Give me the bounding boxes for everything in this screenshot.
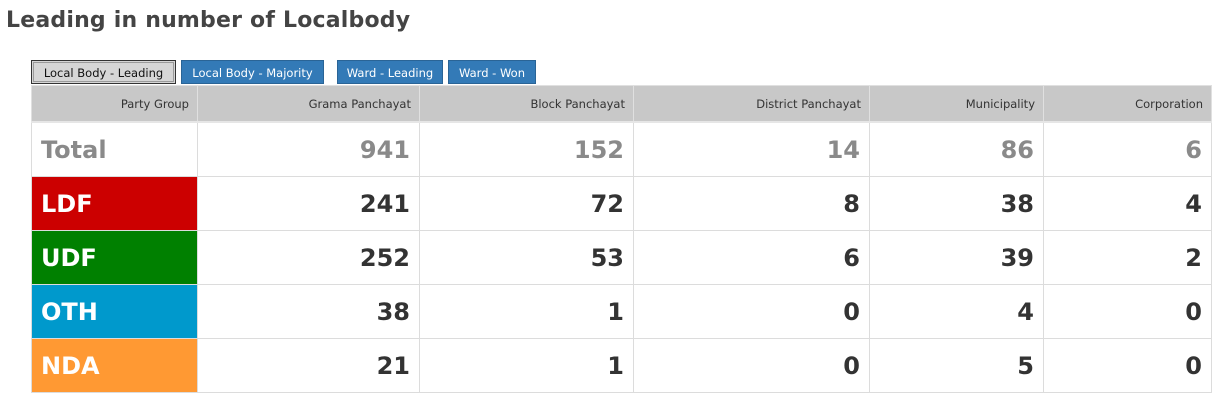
cell-corporation: 0 [1043, 338, 1212, 393]
cell-district-panchayat: 6 [633, 230, 870, 285]
table-row-nda: NDA 21 1 0 5 0 [31, 338, 1212, 393]
page-title: Leading in number of Localbody [6, 8, 411, 33]
party-cell-udf: UDF [31, 230, 198, 285]
table-header-row: Party Group Grama Panchayat Block Pancha… [31, 85, 1212, 123]
header-block-panchayat: Block Panchayat [419, 85, 634, 123]
tab-local-body-majority[interactable]: Local Body - Majority [181, 60, 324, 84]
cell-corporation: 6 [1043, 121, 1212, 177]
cell-block-panchayat: 1 [419, 338, 634, 393]
cell-block-panchayat: 1 [419, 284, 634, 339]
table-row-oth: OTH 38 1 0 4 0 [31, 284, 1212, 339]
cell-corporation: 0 [1043, 284, 1212, 339]
cell-block-panchayat: 152 [419, 121, 634, 177]
table-row-total: Total 941 152 14 86 6 [31, 121, 1212, 177]
cell-municipality: 38 [869, 176, 1044, 231]
results-table: Party Group Grama Panchayat Block Pancha… [31, 85, 1212, 393]
table-row-ldf: LDF 241 72 8 38 4 [31, 176, 1212, 231]
cell-grama-panchayat: 941 [197, 121, 420, 177]
tab-local-body-leading[interactable]: Local Body - Leading [31, 60, 176, 84]
header-municipality: Municipality [869, 85, 1044, 123]
tab-ward-leading[interactable]: Ward - Leading [337, 60, 443, 84]
cell-grama-panchayat: 241 [197, 176, 420, 231]
cell-block-panchayat: 72 [419, 176, 634, 231]
cell-grama-panchayat: 252 [197, 230, 420, 285]
cell-corporation: 4 [1043, 176, 1212, 231]
cell-municipality: 5 [869, 338, 1044, 393]
cell-corporation: 2 [1043, 230, 1212, 285]
tab-ward-won[interactable]: Ward - Won [448, 60, 536, 84]
party-cell-oth: OTH [31, 284, 198, 339]
cell-district-panchayat: 14 [633, 121, 870, 177]
table-row-udf: UDF 252 53 6 39 2 [31, 230, 1212, 285]
cell-municipality: 4 [869, 284, 1044, 339]
cell-block-panchayat: 53 [419, 230, 634, 285]
header-grama-panchayat: Grama Panchayat [197, 85, 420, 123]
cell-municipality: 39 [869, 230, 1044, 285]
cell-district-panchayat: 0 [633, 284, 870, 339]
header-district-panchayat: District Panchayat [633, 85, 870, 123]
cell-municipality: 86 [869, 121, 1044, 177]
cell-district-panchayat: 0 [633, 338, 870, 393]
cell-grama-panchayat: 38 [197, 284, 420, 339]
party-cell-total: Total [31, 121, 198, 177]
cell-grama-panchayat: 21 [197, 338, 420, 393]
party-cell-ldf: LDF [31, 176, 198, 231]
party-cell-nda: NDA [31, 338, 198, 393]
header-corporation: Corporation [1043, 85, 1212, 123]
cell-district-panchayat: 8 [633, 176, 870, 231]
header-party-group: Party Group [31, 85, 198, 123]
